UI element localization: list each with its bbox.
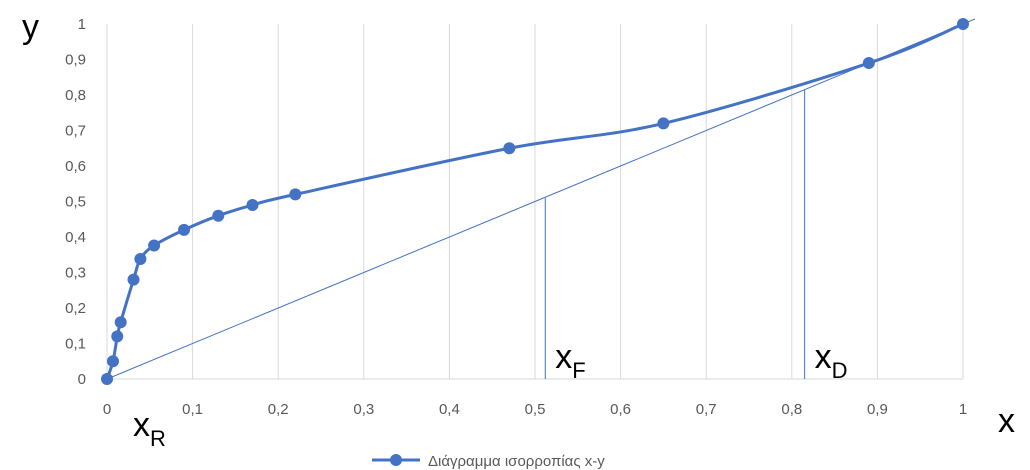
y-tick-label: 0,7 — [65, 123, 86, 140]
y-tick-label: 0 — [78, 371, 86, 388]
data-point — [503, 142, 516, 155]
y-tick-label: 0,3 — [65, 265, 86, 282]
diagonal-y-equals-x — [106, 18, 976, 380]
x-tick-label: 0,9 — [867, 401, 888, 418]
data-point — [957, 18, 969, 30]
y-axis-label: y — [22, 8, 39, 46]
data-point — [101, 373, 113, 385]
legend-marker — [390, 454, 402, 466]
composition-markers: xF xD — [544, 89, 848, 383]
data-point — [134, 253, 147, 266]
y-tick-label: 1 — [78, 16, 86, 33]
xr-label: xR — [133, 406, 166, 451]
data-point — [106, 355, 119, 368]
x-tick-label: 1 — [959, 401, 967, 418]
legend: Διάγραμμα ισορροπίας x-y — [372, 453, 605, 470]
series-group — [101, 18, 969, 385]
data-point — [246, 199, 259, 212]
data-point — [127, 273, 140, 286]
data-point — [862, 57, 875, 70]
data-point — [657, 117, 670, 130]
x-axis-label: x — [998, 402, 1015, 440]
y-tick-label: 0,2 — [65, 300, 86, 317]
x-tick-label: 0 — [103, 401, 111, 418]
y-tick-label: 0,6 — [65, 158, 86, 175]
axis-ticks: 0 0,1 0,2 0,3 0,4 0,5 0,6 0,7 0,8 0,9 1 0 0,1 0,2 0,3 0… — [65, 16, 967, 418]
data-point — [212, 209, 225, 222]
data-point — [148, 239, 161, 252]
x-tick-label: 0,2 — [268, 401, 289, 418]
y-tick-label: 0,8 — [65, 87, 86, 104]
data-point — [114, 316, 127, 329]
y-tick-label: 0,1 — [65, 336, 86, 353]
x-tick-label: 0,6 — [610, 401, 631, 418]
y-tick-label: 0,4 — [65, 229, 86, 246]
legend-label: Διάγραμμα ισορροπίας x-y — [428, 453, 605, 470]
x-tick-label: 0,8 — [781, 401, 802, 418]
marker-label-xd: xD — [815, 338, 848, 383]
y-tick-label: 0,9 — [65, 52, 86, 69]
y-tick-label: 0,5 — [65, 194, 86, 211]
marker-label-xf: xF — [555, 338, 585, 383]
x-tick-label: 0,5 — [525, 401, 546, 418]
x-tick-label: 0,4 — [439, 401, 460, 418]
x-tick-label: 0,3 — [353, 401, 374, 418]
data-point — [289, 188, 302, 201]
x-tick-label: 0,7 — [696, 401, 717, 418]
diagonal-line — [106, 18, 976, 380]
data-point — [111, 330, 124, 343]
data-point — [178, 223, 191, 236]
x-tick-label: 0,1 — [182, 401, 203, 418]
